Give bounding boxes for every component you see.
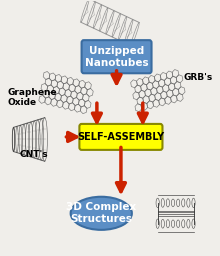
Text: CNT's: CNT's <box>19 150 48 159</box>
Text: GRB's: GRB's <box>183 73 213 82</box>
Text: 3D Complex
Structures: 3D Complex Structures <box>66 202 136 224</box>
Text: Unzipped
Nanotubes: Unzipped Nanotubes <box>85 46 148 68</box>
Text: Graphene
Oxide: Graphene Oxide <box>7 88 57 107</box>
FancyBboxPatch shape <box>82 40 152 73</box>
FancyBboxPatch shape <box>79 124 162 150</box>
Ellipse shape <box>71 197 132 230</box>
Text: SELF-ASSEMBLY: SELF-ASSEMBLY <box>77 132 165 142</box>
